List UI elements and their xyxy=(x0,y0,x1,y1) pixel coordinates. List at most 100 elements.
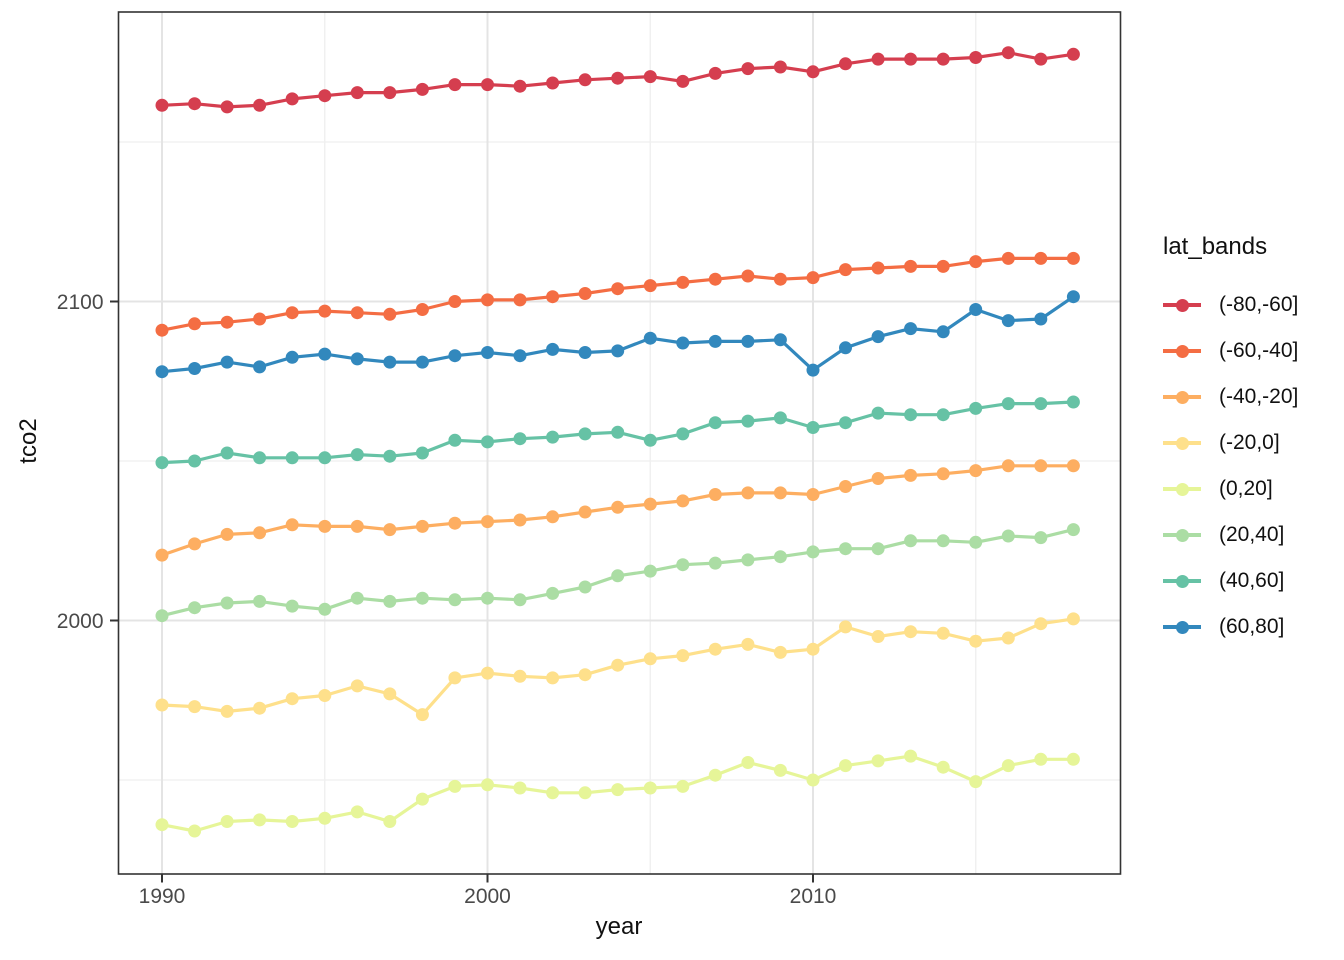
data-point xyxy=(936,408,950,422)
data-point xyxy=(383,523,397,537)
data-point xyxy=(1001,759,1015,773)
data-point xyxy=(904,625,918,639)
data-point xyxy=(220,355,234,369)
data-point xyxy=(806,488,820,501)
data-point xyxy=(481,435,494,449)
data-point xyxy=(1066,290,1080,304)
data-point xyxy=(481,78,494,92)
data-point xyxy=(676,494,690,508)
data-point xyxy=(578,786,592,800)
legend-item: (-40,-20] xyxy=(1163,374,1298,420)
data-point xyxy=(1001,397,1015,411)
data-point xyxy=(253,701,267,715)
data-point xyxy=(676,427,690,441)
data-point xyxy=(708,66,722,80)
data-point xyxy=(350,519,364,533)
data-point xyxy=(415,82,429,96)
data-point xyxy=(155,609,169,623)
data-point xyxy=(188,454,202,468)
legend-key-dot xyxy=(1175,482,1189,496)
data-point xyxy=(773,645,787,659)
data-point xyxy=(676,74,690,88)
data-point xyxy=(1034,459,1048,473)
data-point xyxy=(643,279,657,293)
data-point xyxy=(643,564,657,578)
data-point xyxy=(155,365,169,379)
data-point xyxy=(578,580,592,594)
data-point xyxy=(383,86,397,100)
data-point xyxy=(578,287,592,300)
data-point xyxy=(513,669,527,683)
legend-key-glyph-icon xyxy=(1163,344,1201,358)
data-point xyxy=(513,513,527,527)
data-point xyxy=(969,535,983,549)
data-point xyxy=(383,307,397,321)
data-point xyxy=(969,255,983,269)
data-point xyxy=(318,347,332,361)
data-point xyxy=(936,259,950,273)
data-point xyxy=(253,312,267,326)
legend-item: (-80,-60] xyxy=(1163,282,1298,328)
legend-item-label: (-20,0] xyxy=(1219,431,1280,454)
legend-key-dot xyxy=(1175,436,1189,450)
panel-background xyxy=(118,12,1121,874)
data-point xyxy=(1034,251,1048,265)
data-point xyxy=(318,89,332,103)
data-point xyxy=(285,350,299,364)
data-point xyxy=(448,295,462,308)
data-point xyxy=(969,303,983,316)
legend-key-dot xyxy=(1175,528,1189,542)
data-point xyxy=(155,98,169,112)
data-point xyxy=(188,601,202,615)
data-point xyxy=(676,649,690,663)
data-point xyxy=(904,52,918,66)
data-point xyxy=(448,516,462,530)
data-point xyxy=(253,594,267,608)
data-point xyxy=(285,92,299,106)
data-point xyxy=(839,759,852,773)
data-point xyxy=(350,86,364,100)
data-point xyxy=(155,698,169,712)
data-point xyxy=(350,352,364,366)
data-point xyxy=(546,430,560,444)
data-point xyxy=(871,261,885,275)
data-point xyxy=(448,671,462,685)
data-point xyxy=(513,79,527,93)
legend-key-dot xyxy=(1175,574,1189,588)
data-point xyxy=(806,545,820,559)
data-point xyxy=(188,537,202,551)
data-point xyxy=(188,362,202,375)
data-point xyxy=(546,786,560,800)
data-point xyxy=(708,416,722,430)
data-point xyxy=(155,548,169,562)
data-point xyxy=(513,432,527,446)
data-point xyxy=(513,781,527,795)
data-point xyxy=(643,652,657,666)
data-point xyxy=(611,783,625,797)
data-point xyxy=(773,763,787,777)
data-point xyxy=(188,317,202,331)
data-point xyxy=(253,451,267,465)
legend-item: (-60,-40] xyxy=(1163,328,1298,374)
data-point xyxy=(969,51,983,64)
data-point xyxy=(839,620,852,634)
data-point xyxy=(481,293,494,307)
data-point xyxy=(773,486,787,500)
data-point xyxy=(936,626,950,640)
data-point xyxy=(611,658,625,672)
legend-item: (0,20] xyxy=(1163,466,1298,512)
data-point xyxy=(643,433,657,447)
data-point xyxy=(448,78,462,92)
legend-item-label: (0,20] xyxy=(1219,477,1273,500)
data-point xyxy=(220,527,234,541)
data-point xyxy=(611,71,625,85)
data-point xyxy=(350,591,364,605)
legend-item-label: (-80,-60] xyxy=(1219,293,1299,316)
data-point xyxy=(806,773,820,787)
data-point xyxy=(708,642,722,656)
data-point xyxy=(285,692,299,706)
data-point xyxy=(253,98,267,112)
data-point xyxy=(415,792,429,806)
data-point xyxy=(578,73,592,87)
